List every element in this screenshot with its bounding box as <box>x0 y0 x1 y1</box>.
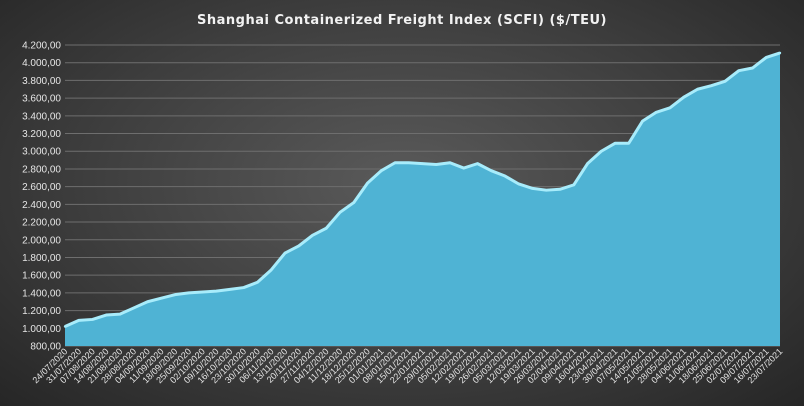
data-point <box>737 69 740 72</box>
y-tick-label: 1.400,00 <box>22 288 61 299</box>
y-tick-label: 3.000,00 <box>22 147 61 158</box>
data-point <box>710 84 713 87</box>
y-tick-label: 1.600,00 <box>22 271 61 282</box>
y-tick-label: 2.400,00 <box>22 200 61 211</box>
y-axis: 800,00 1.000,00 1.200,00 1.400,00 1.600,00 1.… <box>22 41 61 353</box>
data-point <box>517 182 520 186</box>
y-tick-label: 800,00 <box>30 342 61 353</box>
data-point <box>531 187 534 190</box>
data-point <box>173 293 177 296</box>
y-tick-label: 2.000,00 <box>22 235 61 246</box>
y-tick-label: 3.200,00 <box>22 129 61 140</box>
data-point <box>256 281 259 284</box>
data-point <box>421 162 424 165</box>
y-tick-label: 2.800,00 <box>22 164 61 175</box>
data-point <box>476 162 479 165</box>
data-point <box>311 234 314 237</box>
data-point <box>655 111 658 114</box>
data-point <box>270 268 273 272</box>
y-tick-label: 4.000,00 <box>22 58 61 69</box>
data-point <box>393 161 397 164</box>
y-tick-label: 1.000,00 <box>22 324 61 335</box>
y-tick-label: 1.800,00 <box>22 253 61 264</box>
data-point <box>503 174 507 178</box>
data-point <box>63 325 67 328</box>
data-point <box>297 244 300 248</box>
data-point <box>668 106 672 110</box>
y-tick-label: 3.800,00 <box>22 76 61 87</box>
data-point <box>242 286 245 289</box>
data-point <box>765 56 768 59</box>
data-point <box>325 227 328 230</box>
chart-title: Shanghai Containerized Freight Index (SC… <box>197 13 607 28</box>
data-point <box>490 169 493 172</box>
data-point <box>132 306 135 310</box>
data-point <box>338 211 342 214</box>
y-tick-label: 2.600,00 <box>22 182 61 193</box>
data-point <box>462 166 465 170</box>
data-point <box>228 288 232 291</box>
y-tick-label: 1.200,00 <box>22 306 61 317</box>
y-tick-label: 2.200,00 <box>22 218 61 229</box>
data-point <box>613 142 617 145</box>
data-point <box>407 161 410 164</box>
data-point <box>283 251 287 255</box>
data-point <box>160 296 163 300</box>
data-point <box>696 88 699 91</box>
data-point <box>751 66 754 70</box>
data-point <box>435 163 438 166</box>
data-point <box>586 162 589 165</box>
data-point <box>201 290 204 294</box>
y-tick-label: 3.600,00 <box>22 94 61 105</box>
data-point <box>558 188 562 191</box>
data-point <box>572 183 575 187</box>
y-tick-label: 3.400,00 <box>22 111 61 122</box>
data-point <box>352 201 355 204</box>
data-point <box>187 291 190 295</box>
data-point <box>448 161 452 164</box>
x-axis: 24/07/202031/07/202007/08/202014/08/2020… <box>30 346 784 385</box>
data-point <box>723 80 727 83</box>
data-point <box>105 313 108 317</box>
data-point <box>146 300 149 303</box>
series-area <box>65 52 780 346</box>
data-point <box>682 96 685 99</box>
data-point <box>545 188 548 192</box>
data-point <box>366 181 369 185</box>
data-point <box>77 319 80 322</box>
data-point <box>641 119 644 123</box>
data-point <box>627 142 630 145</box>
data-point <box>215 289 218 293</box>
area-layer <box>63 51 782 346</box>
data-point <box>778 51 782 55</box>
data-point <box>91 318 94 321</box>
data-point <box>380 169 383 172</box>
data-point <box>118 312 122 316</box>
data-point <box>600 150 603 153</box>
y-tick-label: 4.200,00 <box>22 41 61 52</box>
